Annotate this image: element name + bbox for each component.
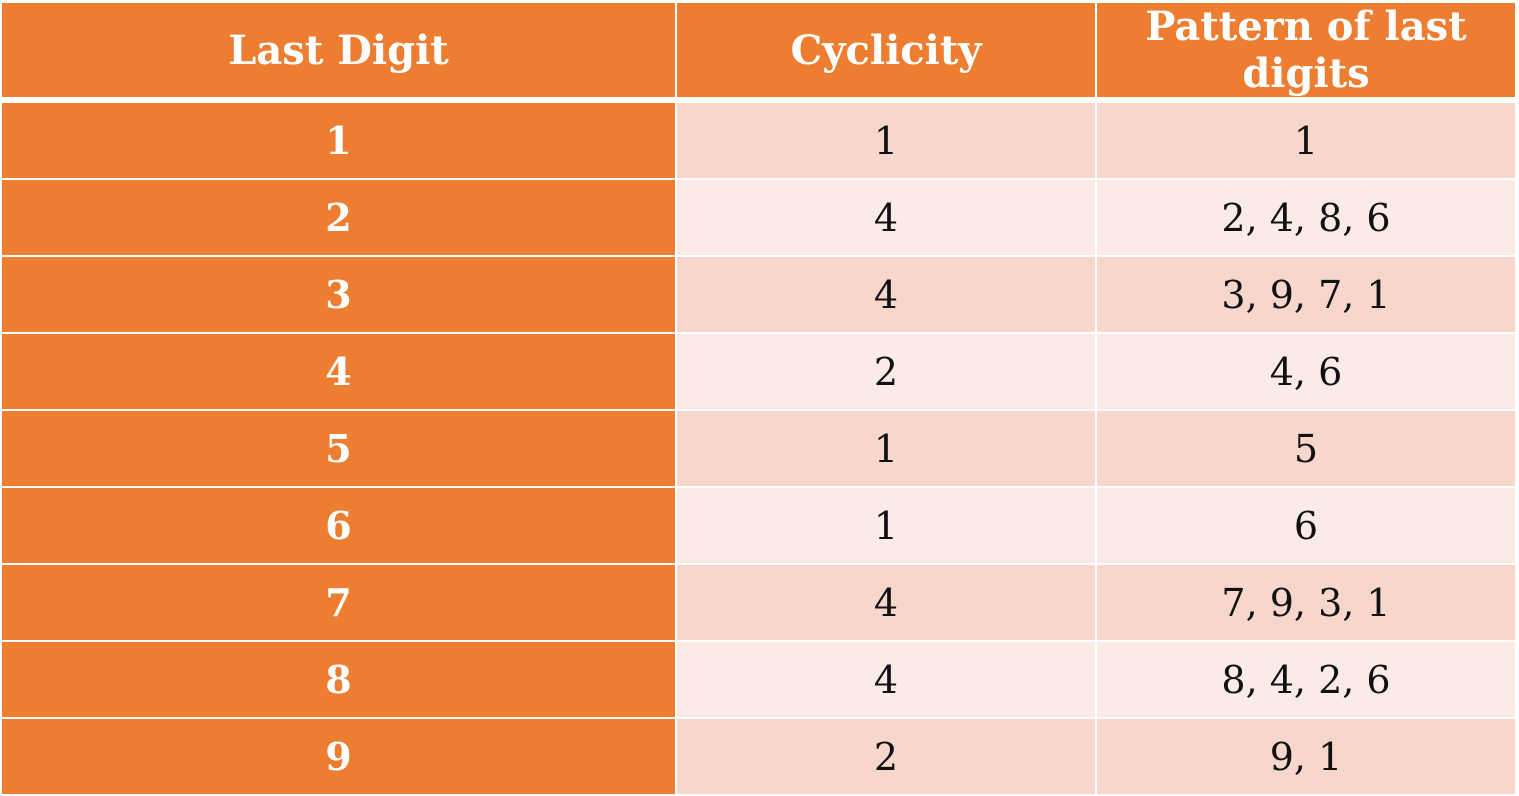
- header-pattern: Pattern of last digits: [1095, 0, 1517, 103]
- table-row: 3 4 3, 9, 7, 1: [0, 256, 1517, 334]
- cell-pattern: 5: [1095, 410, 1517, 488]
- cell-cyclicity: 1: [675, 100, 1097, 180]
- cell-last-digit: 6: [0, 487, 677, 565]
- cell-last-digit: 8: [0, 641, 677, 719]
- header-last-digit: Last Digit: [0, 0, 677, 103]
- cell-cyclicity: 4: [675, 641, 1097, 719]
- cell-pattern: 4, 6: [1095, 333, 1517, 411]
- table-row: 4 2 4, 6: [0, 333, 1517, 411]
- cell-last-digit: 2: [0, 179, 677, 257]
- cell-pattern: 3, 9, 7, 1: [1095, 256, 1517, 334]
- cell-cyclicity: 2: [675, 333, 1097, 411]
- cell-cyclicity: 4: [675, 564, 1097, 642]
- cell-pattern: 2, 4, 8, 6: [1095, 179, 1517, 257]
- table-row: 5 1 5: [0, 410, 1517, 488]
- cell-last-digit: 7: [0, 564, 677, 642]
- table-row: 1 1 1: [0, 100, 1517, 180]
- table-header-row: Last Digit Cyclicity Pattern of last dig…: [0, 0, 1517, 103]
- cell-cyclicity: 1: [675, 410, 1097, 488]
- cell-pattern: 9, 1: [1095, 718, 1517, 796]
- cell-pattern: 6: [1095, 487, 1517, 565]
- cell-last-digit: 3: [0, 256, 677, 334]
- table-row: 6 1 6: [0, 487, 1517, 565]
- cell-cyclicity: 4: [675, 179, 1097, 257]
- table-row: 2 4 2, 4, 8, 6: [0, 179, 1517, 257]
- cell-last-digit: 4: [0, 333, 677, 411]
- cell-last-digit: 5: [0, 410, 677, 488]
- cell-pattern: 7, 9, 3, 1: [1095, 564, 1517, 642]
- cell-cyclicity: 4: [675, 256, 1097, 334]
- cell-cyclicity: 1: [675, 487, 1097, 565]
- table-row: 7 4 7, 9, 3, 1: [0, 564, 1517, 642]
- header-cyclicity: Cyclicity: [675, 0, 1097, 103]
- table-row: 9 2 9, 1: [0, 718, 1517, 796]
- cell-last-digit: 9: [0, 718, 677, 796]
- cell-pattern: 8, 4, 2, 6: [1095, 641, 1517, 719]
- cell-cyclicity: 2: [675, 718, 1097, 796]
- cell-last-digit: 1: [0, 100, 677, 180]
- table-row: 8 4 8, 4, 2, 6: [0, 641, 1517, 719]
- cell-pattern: 1: [1095, 100, 1517, 180]
